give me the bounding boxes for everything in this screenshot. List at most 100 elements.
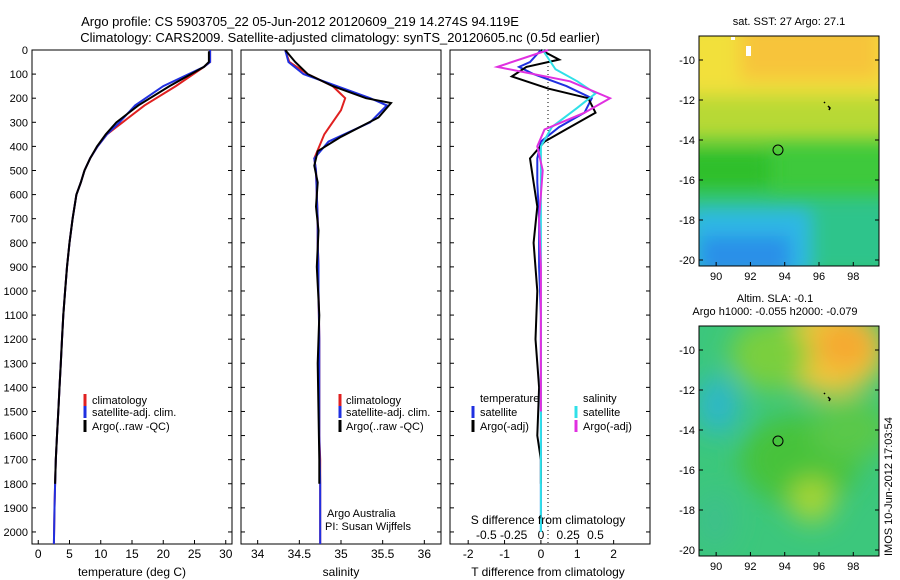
y-tick-label: 600 bbox=[10, 190, 28, 202]
difference-panel: -2 -1 0 1 2 -0.5 -0.25 0 0.25 0.5 T difference f… bbox=[449, 49, 651, 579]
diff-legend-temp-sat: satellite bbox=[480, 407, 517, 419]
map-x-tick-label: 98 bbox=[847, 561, 859, 573]
temperature-x-ticks: 0 5 10 15 20 25 30 bbox=[35, 540, 233, 561]
x-tick-label: -2 bbox=[463, 547, 474, 561]
x-tick-label: 20 bbox=[157, 547, 171, 561]
map-x-tick-label: 94 bbox=[779, 561, 791, 573]
sst-argo-marker bbox=[772, 144, 784, 156]
x-tick-label: 10 bbox=[94, 547, 108, 561]
map-x-tick-label: 94 bbox=[779, 271, 791, 283]
sst-map-title: sat. SST: 27 Argo: 27.1 bbox=[733, 16, 846, 28]
temperature-legend: climatology satellite-adj. clim. Argo(..… bbox=[83, 394, 176, 433]
sst-map-panel: sat. SST: 27 Argo: 27.1 90 92 94 96 98 bbox=[679, 16, 880, 283]
sst-track-marks bbox=[823, 101, 831, 111]
x-tick-label: 30 bbox=[219, 547, 233, 561]
difference-legend: temperature satellite Argo(-adj) salinit… bbox=[471, 393, 632, 433]
map-x-tick-label: 92 bbox=[744, 561, 756, 573]
x-tick-label: 2 bbox=[610, 547, 617, 561]
x-tick-label: 34.5 bbox=[288, 547, 312, 561]
temp-legend-sat: satellite-adj. clim. bbox=[92, 407, 176, 419]
map-y-tick-label: -10 bbox=[679, 345, 695, 357]
sal-legend-clim: climatology bbox=[346, 395, 402, 407]
salinity-xlabel: salinity bbox=[323, 565, 360, 579]
map-x-tick-label: 90 bbox=[710, 271, 722, 283]
s-tick-label: 0.25 bbox=[557, 528, 581, 542]
y-tick-label: 700 bbox=[10, 214, 28, 226]
salinity-legend: climatology satellite-adj. clim. Argo(..… bbox=[338, 394, 430, 433]
map-y-tick-label: -12 bbox=[679, 385, 695, 397]
salinity-panel: 34 34.5 35 35.5 36 salinity climatology sate… bbox=[240, 49, 442, 579]
map-y-tick-label: -16 bbox=[679, 175, 695, 187]
series-line-1-2 bbox=[284, 49, 393, 484]
header-line2: Climatology: CARS2009. Satellite-adjuste… bbox=[80, 30, 600, 45]
y-tick-label: 1600 bbox=[4, 431, 28, 443]
temperature-axes bbox=[31, 49, 233, 545]
x-tick-label: 25 bbox=[188, 547, 202, 561]
salinity-x-ticks: 34 34.5 35 35.5 36 bbox=[251, 540, 431, 561]
x-tick-label: 15 bbox=[125, 547, 139, 561]
map-x-tick-label: 92 bbox=[744, 271, 756, 283]
y-tick-label: 1700 bbox=[4, 455, 28, 467]
map-y-tick-label: -20 bbox=[679, 545, 695, 557]
y-tick-label: 1800 bbox=[4, 479, 28, 491]
x-tick-label: 35 bbox=[334, 547, 348, 561]
y-tick-label: 400 bbox=[10, 141, 28, 153]
x-tick-label: 5 bbox=[66, 547, 73, 561]
s-tick-label: 0 bbox=[538, 528, 545, 542]
map-x-tick-label: 96 bbox=[813, 561, 825, 573]
footer-stamp: IMOS 10-Jun-2012 17:03:54 bbox=[883, 417, 895, 556]
map-x-tick-label: 96 bbox=[813, 271, 825, 283]
difference-axes bbox=[449, 49, 651, 545]
diff-legend-sal-sat: satellite bbox=[583, 407, 620, 419]
y-tick-label: 1400 bbox=[4, 382, 28, 394]
x-tick-label: 36 bbox=[418, 547, 432, 561]
salinity-annotation-2: PI: Susan Wijffels bbox=[325, 521, 411, 533]
diff-legend-sal-title: salinity bbox=[583, 393, 617, 405]
temperature-y-ticks: 0 100 200 300 400 500 600 700 800 900 1000 1100 1200… bbox=[4, 45, 232, 539]
series-line-2-1 bbox=[509, 49, 597, 484]
y-tick-label: 1000 bbox=[4, 286, 28, 298]
difference-x-ticks: -2 -1 0 1 2 bbox=[463, 540, 617, 561]
series-line-2-3 bbox=[493, 49, 613, 412]
difference-lines bbox=[493, 49, 613, 532]
sla-map-x-ticks: 90 92 94 96 98 bbox=[710, 552, 859, 573]
sst-field bbox=[699, 36, 879, 266]
difference-xlabel: T difference from climatology bbox=[471, 565, 625, 579]
temperature-panel: 0100200300400500600700800900100011001200… bbox=[4, 45, 233, 579]
sst-map-y-ticks: -10 -12 -14 -16 -18 -20 bbox=[679, 55, 879, 267]
temperature-lines bbox=[52, 50, 212, 545]
y-tick-label: 1500 bbox=[4, 406, 28, 418]
map-y-tick-label: -18 bbox=[679, 505, 695, 517]
sla-track-marks bbox=[823, 392, 831, 402]
y-tick-label: 800 bbox=[10, 238, 28, 250]
map-y-tick-label: -14 bbox=[679, 135, 695, 147]
salinity-lines bbox=[284, 49, 393, 544]
y-tick-label: 1900 bbox=[4, 503, 28, 515]
diff-legend-sal-argo: Argo(-adj) bbox=[583, 421, 632, 433]
map-y-tick-label: -20 bbox=[679, 255, 695, 267]
sla-map-title1: Altim. SLA: -0.1 bbox=[737, 293, 813, 305]
map-y-tick-label: -10 bbox=[679, 55, 695, 67]
sla-argo-marker bbox=[772, 435, 784, 447]
sal-legend-argo: Argo(..raw -QC) bbox=[346, 421, 424, 433]
s-tick-label: 0.5 bbox=[587, 528, 604, 542]
y-tick-label: 200 bbox=[10, 93, 28, 105]
x-tick-label: 0 bbox=[538, 547, 545, 561]
y-tick-label: 1300 bbox=[4, 358, 28, 370]
series-line-0-2 bbox=[54, 51, 210, 484]
map-x-tick-label: 90 bbox=[710, 561, 722, 573]
y-tick-label: 300 bbox=[10, 117, 28, 129]
salinity-axes bbox=[240, 49, 442, 545]
sla-map-y-ticks: -10 -12 -14 -16 -18 -20 bbox=[679, 345, 879, 557]
map-y-tick-label: -14 bbox=[679, 425, 695, 437]
difference-s-ticks: -0.5 -0.25 0 0.25 0.5 bbox=[476, 528, 604, 542]
salinity-y-tick-marks bbox=[241, 49, 441, 533]
map-x-tick-label: 98 bbox=[847, 271, 859, 283]
map-y-tick-label: -12 bbox=[679, 95, 695, 107]
difference-y-tick-marks bbox=[450, 49, 650, 533]
x-tick-label: 34 bbox=[251, 547, 265, 561]
y-tick-label: 900 bbox=[10, 262, 28, 274]
sal-legend-sat: satellite-adj. clim. bbox=[346, 407, 430, 419]
salinity-annotation-1: Argo Australia bbox=[327, 508, 396, 520]
x-tick-label: 1 bbox=[574, 547, 581, 561]
